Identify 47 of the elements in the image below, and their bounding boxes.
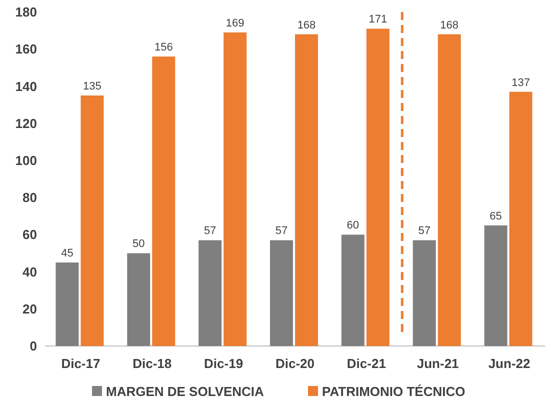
bar [270, 240, 293, 346]
y-tick-label: 60 [22, 227, 37, 242]
data-label: 168 [297, 19, 316, 32]
x-tick-label: Dic-20 [275, 356, 315, 371]
data-label: 50 [132, 238, 145, 250]
legend-label: MARGEN DE SOLVENCIA [106, 384, 265, 399]
y-tick-label: 20 [22, 301, 37, 316]
x-tick-label: Dic-17 [61, 356, 100, 371]
bar [412, 240, 436, 346]
data-label: 171 [368, 14, 388, 26]
data-label: 137 [512, 76, 530, 89]
data-label: 45 [61, 248, 74, 260]
legend-label: PATRIMONIO TÉCNICO [322, 384, 466, 399]
bar [484, 225, 508, 346]
bar [127, 253, 150, 346]
bar [509, 92, 532, 346]
bar [56, 262, 79, 346]
x-tick-label: Dic-21 [346, 356, 386, 371]
data-label: 169 [226, 17, 244, 30]
data-label: 156 [154, 42, 173, 54]
y-tick-label: 0 [30, 338, 37, 354]
bar [224, 32, 247, 346]
x-tick-label: Dic-18 [132, 356, 172, 371]
bar [295, 34, 318, 346]
bar [198, 240, 222, 346]
y-tick-label: 80 [22, 190, 37, 206]
bar [80, 96, 104, 346]
bar [152, 56, 176, 346]
data-label: 57 [275, 225, 288, 238]
x-tick-label: Jun-21 [416, 356, 459, 371]
x-tick-label: Jun-22 [488, 356, 530, 371]
y-tick-label: 120 [15, 116, 37, 131]
data-label: 60 [346, 220, 360, 232]
y-tick-label: 160 [15, 42, 37, 57]
bar [366, 28, 390, 346]
y-tick-label: 140 [15, 78, 37, 94]
bar [438, 34, 461, 346]
y-tick-label: 40 [22, 264, 37, 280]
bar [341, 234, 364, 346]
data-label: 135 [83, 80, 102, 92]
data-label: 57 [418, 225, 430, 238]
y-tick-label: 180 [15, 4, 37, 20]
data-label: 168 [440, 19, 459, 32]
data-label: 65 [490, 210, 502, 222]
y-tick-label: 100 [15, 152, 37, 168]
x-tick-label: Dic-19 [204, 356, 244, 371]
data-label: 57 [204, 225, 216, 238]
